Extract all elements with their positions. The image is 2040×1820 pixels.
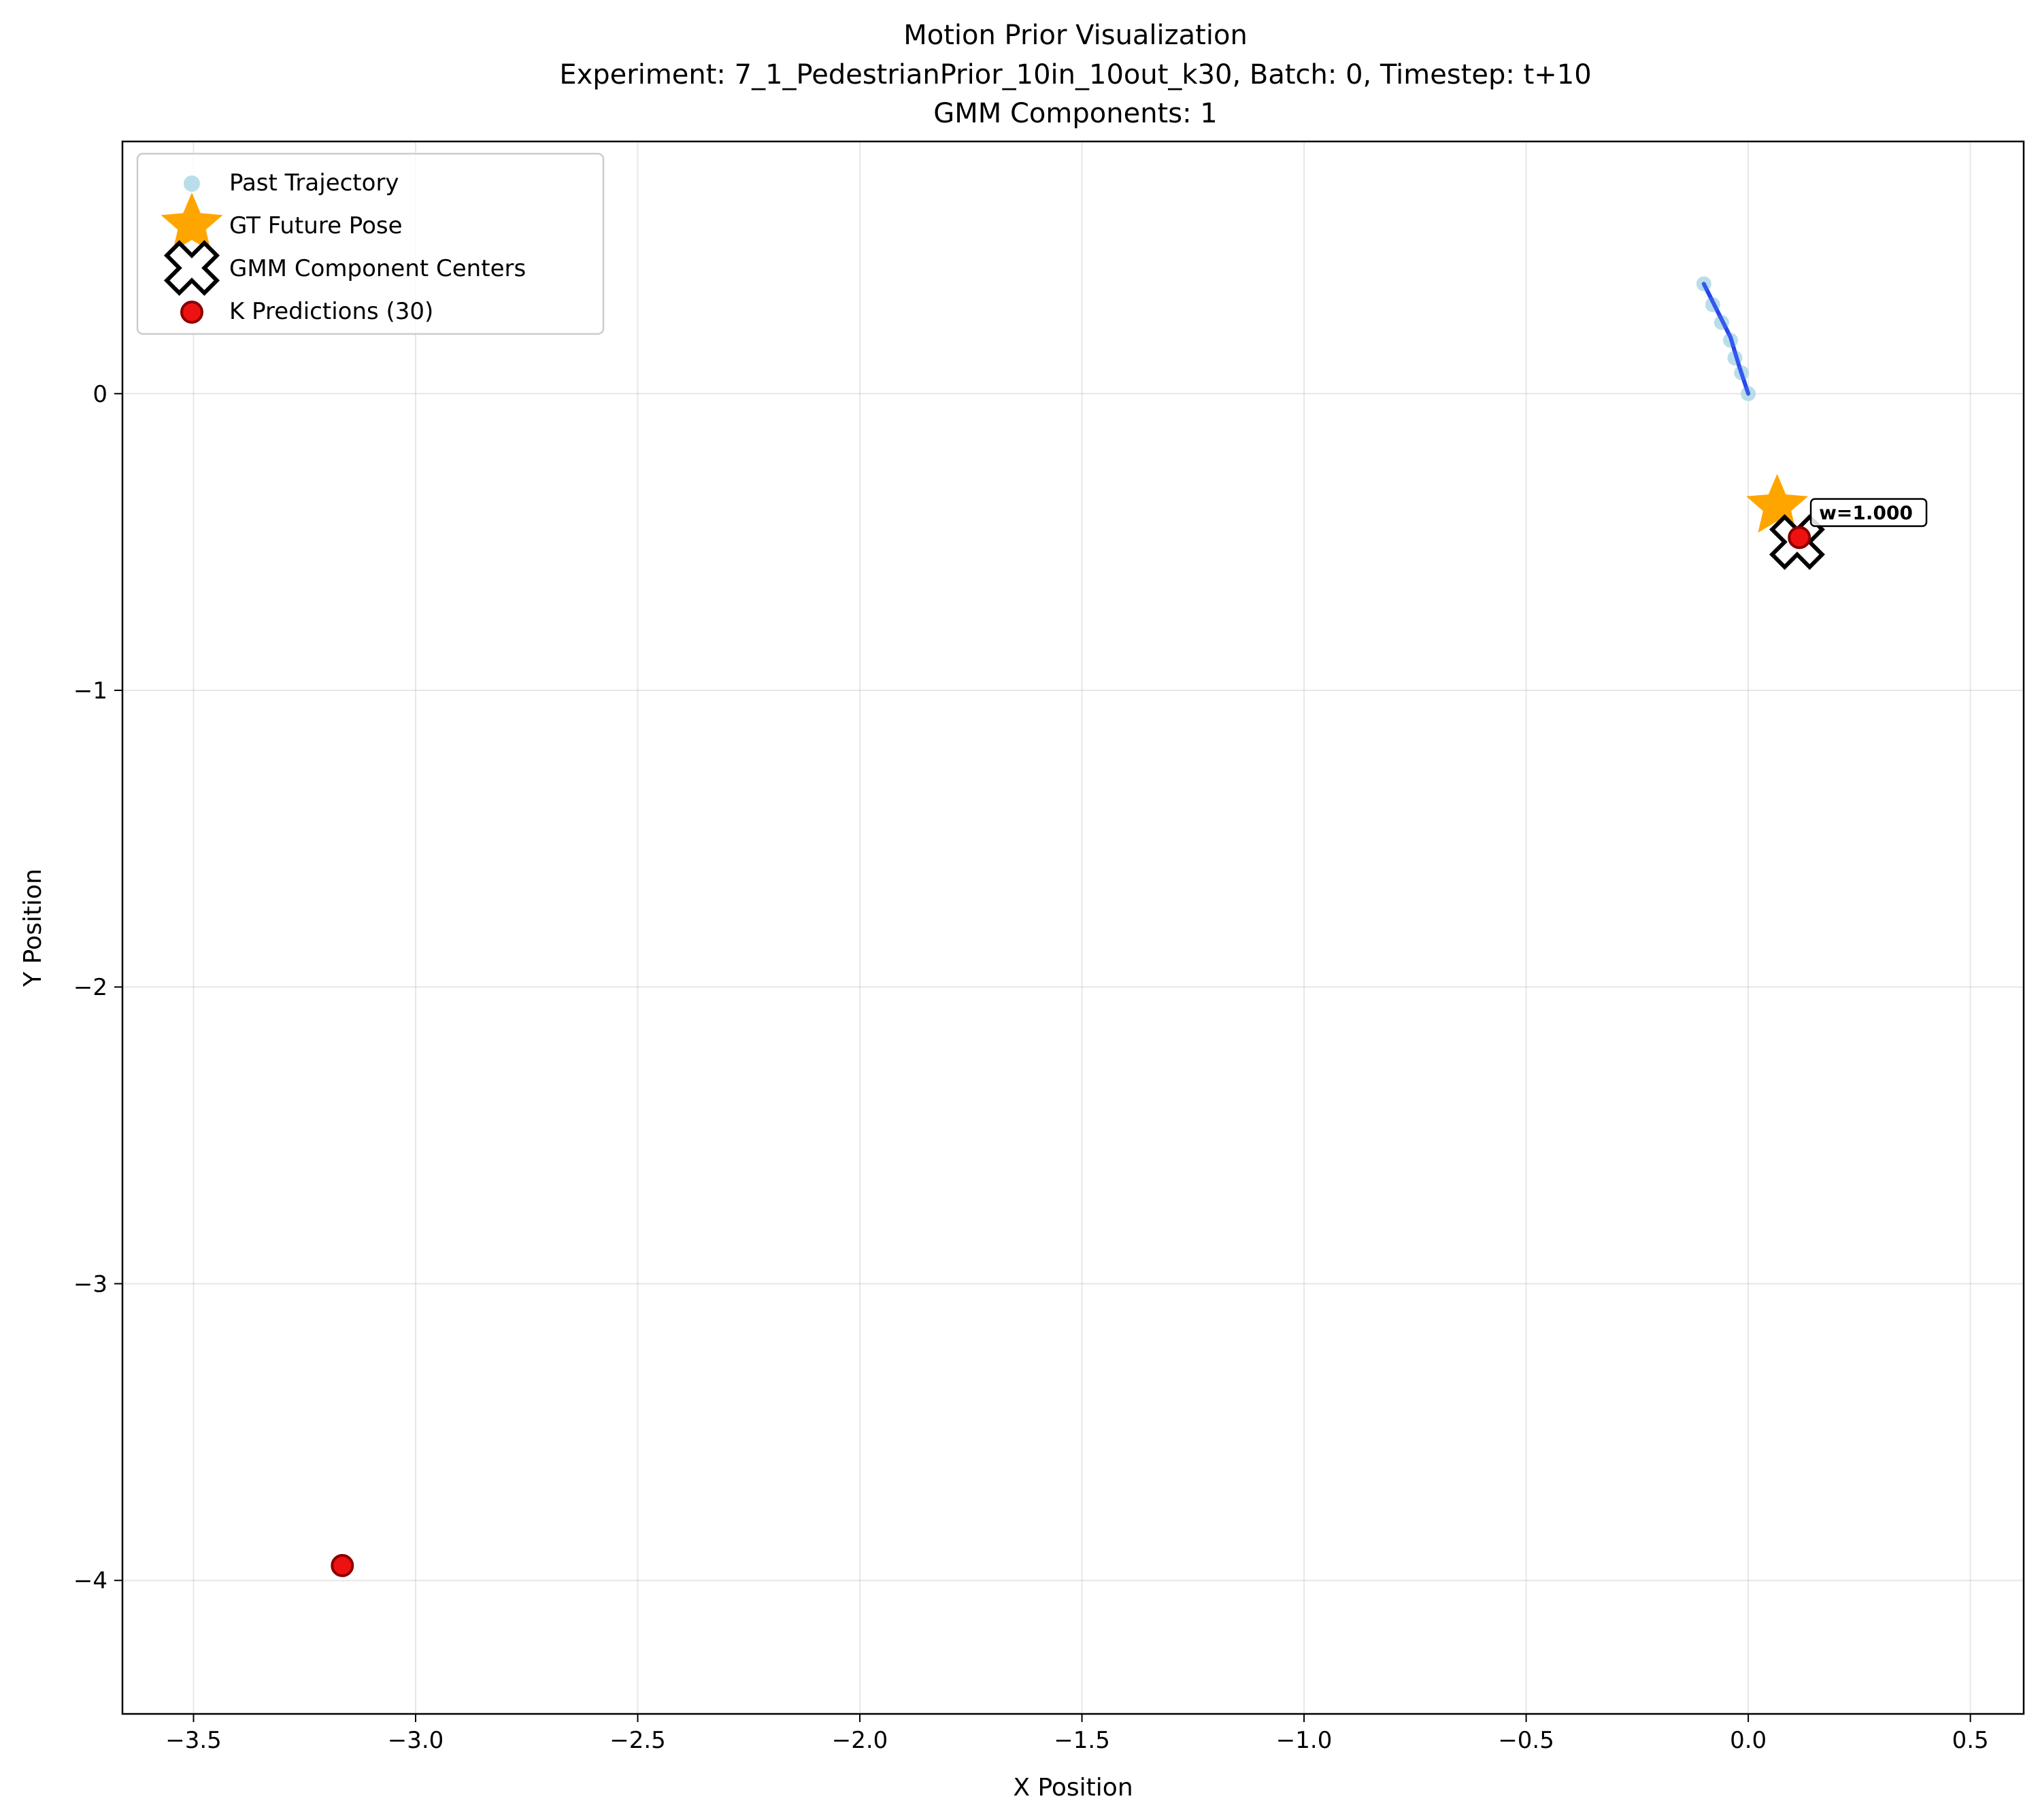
legend-past-trajectory-marker <box>184 175 200 192</box>
legend-cross-marker <box>163 239 220 297</box>
axis-ticks: −3.5 −3.0 −2.5 −2.0 −1.5 −1.0 −0.5 0.0 0.5 −4 −3 −2… <box>73 381 1989 1754</box>
x-tick-label: −3.0 <box>388 1727 444 1754</box>
plot-frame <box>121 140 2025 1715</box>
x-tick-label: 0.5 <box>1952 1727 1989 1754</box>
weight-annotation-box <box>1809 498 1928 527</box>
y-tick-label: −4 <box>73 1568 107 1595</box>
y-axis-label: Y Position <box>19 869 47 988</box>
x-tick-label: −0.5 <box>1498 1727 1554 1754</box>
gt-future-pose-marker <box>1746 473 1809 533</box>
legend-label: K Predictions (30) <box>229 298 433 325</box>
y-tick-label: −1 <box>73 677 107 705</box>
x-tick-label: 0.0 <box>1730 1727 1767 1754</box>
x-axis-label: X Position <box>1013 1774 1133 1802</box>
legend-label: GMM Component Centers <box>229 255 526 282</box>
legend-label: GT Future Pose <box>229 212 403 239</box>
past-trajectory-line-overlay <box>1701 282 1751 396</box>
legend-prediction-marker <box>180 301 203 324</box>
chart-title: Motion Prior Visualization Experiment: 7… <box>559 20 1591 129</box>
weight-annotation-text: w=1.000 <box>1819 502 1913 524</box>
legend: Past Trajectory GT Future Pose GMM Compone… <box>136 152 605 335</box>
k-prediction-point <box>331 1553 354 1577</box>
x-tick-label: −2.0 <box>832 1727 888 1754</box>
title-line-2: Experiment: 7_1_PedestrianPrior_10in_10o… <box>559 59 1591 90</box>
x-tick-label: −1.0 <box>1276 1727 1333 1754</box>
x-tick-label: −3.5 <box>165 1727 222 1754</box>
legend-label: Past Trajectory <box>229 169 399 197</box>
x-tick-label: −2.5 <box>609 1727 666 1754</box>
title-line-3: GMM Components: 1 <box>933 98 1217 129</box>
legend-star-marker <box>161 192 223 252</box>
x-tick-label: −1.5 <box>1054 1727 1110 1754</box>
legend-box <box>136 152 605 335</box>
y-tick-label: −3 <box>73 1270 107 1298</box>
k-prediction-point <box>1788 526 1811 550</box>
grid <box>122 141 2024 1714</box>
plot-area: w=1.000 <box>331 276 1928 1577</box>
y-tick-label: 0 <box>93 381 107 408</box>
y-tick-label: −2 <box>73 974 107 1001</box>
title-line-1: Motion Prior Visualization <box>903 20 1248 51</box>
weight-annotation: w=1.000 <box>1809 498 1928 527</box>
